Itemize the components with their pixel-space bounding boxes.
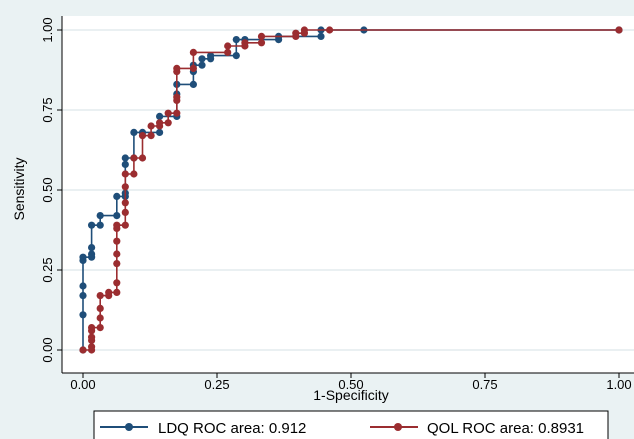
data-point [79, 311, 87, 319]
data-point [232, 36, 240, 44]
data-point [113, 279, 121, 287]
data-point [257, 39, 266, 47]
x-tick-label: 0.50 [338, 377, 363, 392]
plot-area [62, 16, 634, 373]
data-point [198, 61, 206, 69]
grid-lines [62, 29, 634, 351]
x-tick-label: 0.75 [472, 377, 497, 392]
data-point [130, 128, 138, 136]
data-point [121, 199, 129, 207]
legend-label-qol: QOL ROC area: 0.8931 [427, 420, 584, 437]
data-point [224, 42, 232, 50]
data-point [164, 119, 172, 127]
data-point [138, 154, 147, 162]
legend-label-ldq: LDQ ROC area: 0.912 [158, 420, 306, 437]
data-point [207, 52, 215, 60]
data-point [105, 288, 113, 296]
tick-labels: 0.00 0.25 0.50 0.75 1.00 0.00 0.25 0.50 0.75 1.00 [40, 17, 632, 392]
data-point [88, 250, 96, 258]
data-point [173, 64, 181, 72]
data-point [88, 244, 96, 252]
data-point [147, 122, 155, 130]
data-point [121, 170, 129, 178]
y-tick-label: 0.25 [40, 257, 55, 282]
y-tick-label: 0.00 [40, 337, 55, 362]
axes [57, 16, 634, 378]
data-point [88, 221, 96, 229]
data-point [121, 221, 129, 229]
data-point [147, 132, 155, 140]
data-point [113, 237, 121, 245]
data-point [189, 64, 197, 72]
data-point [189, 48, 197, 57]
legend-marker-qol [394, 423, 402, 431]
data-point [156, 128, 164, 136]
data-point [164, 109, 172, 117]
data-point [300, 26, 308, 34]
legend-marker-ldq [125, 423, 133, 431]
data-point [292, 29, 300, 37]
data-point [79, 292, 87, 300]
data-point [232, 52, 240, 60]
x-axis-title: 1-Specificity [313, 387, 388, 403]
data-point [96, 221, 104, 229]
x-tick-label: 1.00 [606, 377, 631, 392]
y-tick-label: 1.00 [40, 17, 55, 42]
data-point [130, 170, 138, 178]
data-point [121, 183, 129, 191]
data-point [113, 212, 121, 220]
data-point [224, 48, 232, 57]
data-point [615, 26, 623, 34]
data-point [113, 288, 121, 296]
data-point [96, 304, 104, 312]
data-point [113, 260, 121, 268]
data-point [88, 333, 96, 341]
data-point [88, 324, 96, 332]
y-tick-label: 0.75 [40, 97, 55, 122]
x-tick-label: 0.00 [70, 377, 95, 392]
data-point [96, 212, 104, 220]
data-point [173, 109, 181, 117]
data-point [189, 80, 197, 88]
data-point [121, 160, 129, 168]
data-point [113, 192, 121, 200]
data-point [138, 132, 147, 140]
data-point [96, 292, 104, 300]
data-point [113, 221, 121, 229]
data-point [79, 253, 87, 261]
data-point [113, 250, 121, 258]
data-point [121, 208, 129, 216]
data-point [79, 346, 87, 354]
data-point [96, 324, 104, 332]
data-point [130, 154, 138, 162]
y-axis-title: Sensitivity [11, 157, 27, 220]
data-point [198, 55, 206, 63]
data-point [317, 32, 325, 41]
x-tick-label: 0.25 [204, 377, 229, 392]
data-point [241, 39, 249, 47]
series-group [79, 26, 623, 354]
data-point [121, 154, 129, 162]
legend: LDQ ROC area: 0.912 QOL ROC area: 0.8931 [93, 410, 609, 439]
data-point [156, 119, 164, 127]
data-point [96, 314, 104, 322]
y-tick-label: 0.50 [40, 177, 55, 202]
data-point [326, 26, 334, 34]
data-point [156, 112, 164, 120]
data-point [79, 282, 87, 290]
data-point [88, 343, 96, 351]
legend-box [93, 410, 609, 439]
data-point [257, 32, 266, 41]
data-point [173, 93, 181, 101]
